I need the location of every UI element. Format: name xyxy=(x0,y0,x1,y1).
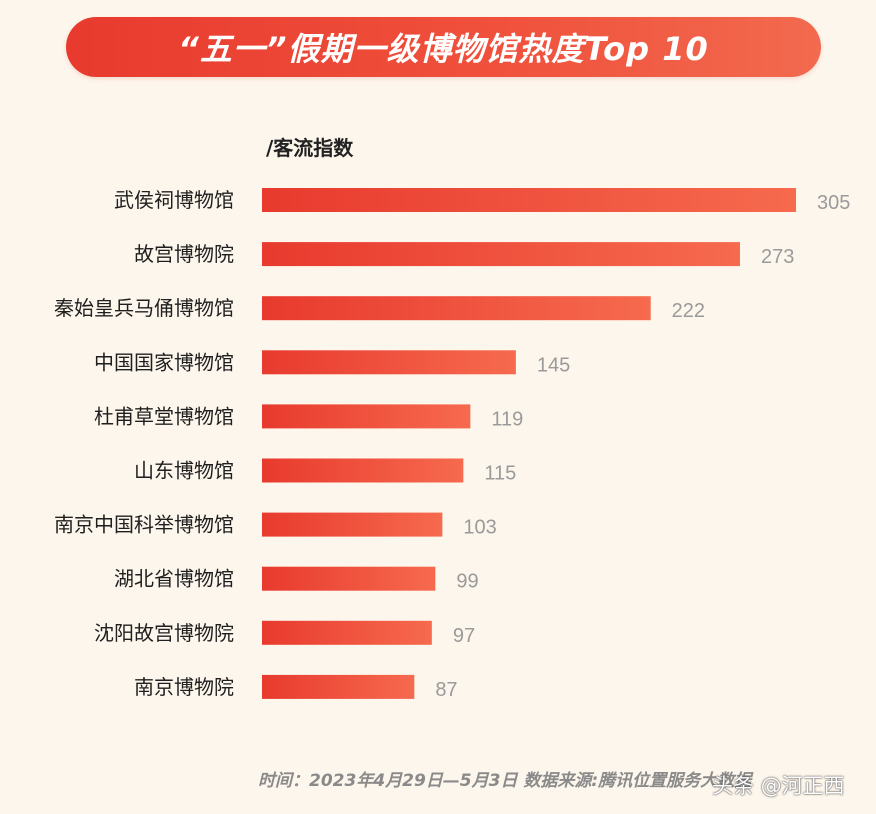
value-label: 103 xyxy=(463,517,496,539)
bar xyxy=(262,512,443,537)
bar-chart: 武侯祠博物馆 305 故宫博物院 273 秦始皇兵马俑博物馆 222 中国国家博物馆 145 杜… xyxy=(54,188,850,701)
value-label: 273 xyxy=(761,246,794,268)
title-banner: “五一”假期一级博物馆热度Top 10 xyxy=(66,17,821,77)
bar xyxy=(262,350,516,375)
value-label: 115 xyxy=(484,463,516,485)
bar xyxy=(262,296,651,321)
value-label: 119 xyxy=(491,408,523,430)
value-label: 99 xyxy=(456,571,478,593)
bar xyxy=(262,458,464,483)
chart-title: “五一”假期一级博物馆热度Top 10 xyxy=(178,30,709,68)
bar xyxy=(262,674,415,699)
category-label: 秦始皇兵马俑博物馆 xyxy=(54,296,234,320)
category-label: 中国国家博物馆 xyxy=(94,350,234,374)
category-label: 南京博物院 xyxy=(134,675,234,699)
watermark: 头条 @河正西 xyxy=(712,774,845,798)
bar xyxy=(262,404,471,429)
value-label: 145 xyxy=(537,354,570,376)
value-label: 97 xyxy=(453,625,475,647)
unit-label: /客流指数 xyxy=(266,136,354,160)
category-label: 山东博物馆 xyxy=(134,459,234,483)
category-label: 杜甫草堂博物馆 xyxy=(94,404,234,428)
value-label: 222 xyxy=(672,300,705,322)
value-label: 87 xyxy=(435,679,457,701)
category-label: 武侯祠博物馆 xyxy=(114,188,234,212)
category-label: 沈阳故宫博物院 xyxy=(94,621,234,645)
bars-group: 武侯祠博物馆 305 故宫博物院 273 秦始皇兵马俑博物馆 222 中国国家博物馆 145 杜… xyxy=(54,188,850,701)
category-label: 湖北省博物馆 xyxy=(114,567,234,591)
bar xyxy=(262,242,740,267)
category-label: 南京中国科举博物馆 xyxy=(54,513,234,537)
value-label: 305 xyxy=(817,192,850,214)
bar xyxy=(262,188,796,212)
bar xyxy=(262,566,436,591)
source-footer: 时间：2023年4月29日—5月3日 数据来源:腾讯位置服务大数据 xyxy=(258,771,752,791)
category-label: 故宫博物院 xyxy=(134,242,234,266)
bar xyxy=(262,620,432,645)
